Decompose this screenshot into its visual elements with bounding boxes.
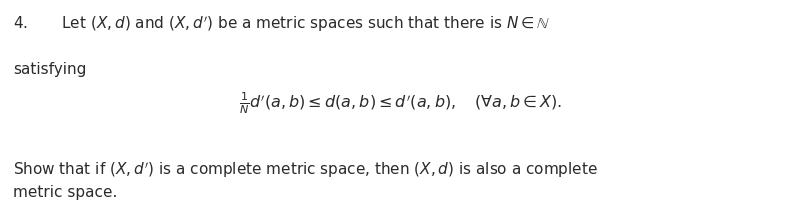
- Text: $\frac{1}{N}d'(a,b) \leq d(a,b) \leq d'(a,b), \quad (\forall a, b \in X).$: $\frac{1}{N}d'(a,b) \leq d(a,b) \leq d'(…: [239, 90, 563, 116]
- Text: satisfying: satisfying: [13, 62, 86, 77]
- Text: 4.       Let $(X, d)$ and $(X, d')$ be a metric spaces such that there is $N \in: 4. Let $(X, d)$ and $(X, d')$ be a metri…: [13, 14, 550, 34]
- Text: Show that if $(X, d')$ is a complete metric space, then $(X, d)$ is also a compl: Show that if $(X, d')$ is a complete met…: [13, 161, 598, 180]
- Text: metric space.: metric space.: [13, 185, 117, 200]
